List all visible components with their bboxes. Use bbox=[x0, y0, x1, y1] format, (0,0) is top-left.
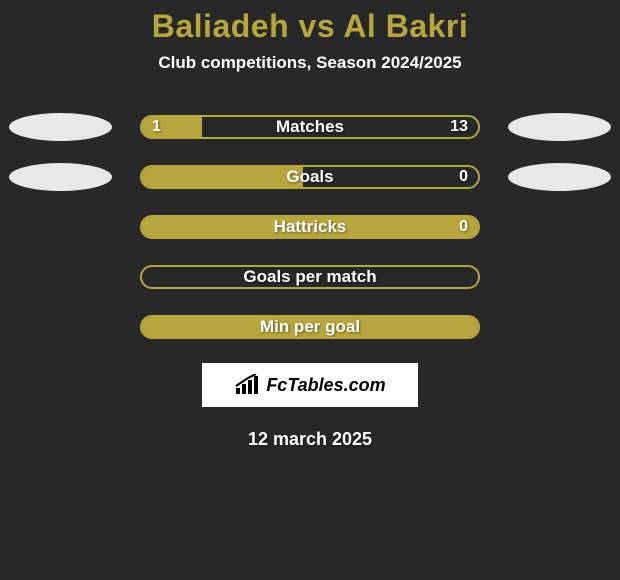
page-subtitle: Club competitions, Season 2024/2025 bbox=[0, 53, 620, 73]
team-ellipse-left bbox=[9, 113, 112, 141]
brand-text: FcTables.com bbox=[266, 375, 385, 396]
team-ellipse-right bbox=[508, 163, 611, 191]
comparison-card: Baliadeh vs Al Bakri Club competitions, … bbox=[0, 0, 620, 450]
page-title: Baliadeh vs Al Bakri bbox=[0, 8, 620, 45]
stat-bar: Min per goal bbox=[140, 315, 480, 339]
team-ellipse-right bbox=[508, 113, 611, 141]
stat-bar: Goals per match bbox=[140, 265, 480, 289]
brand-logo: FcTables.com bbox=[202, 363, 418, 407]
stat-row: 0Hattricks bbox=[0, 213, 620, 241]
stat-label: Matches bbox=[142, 117, 478, 137]
stat-label: Goals bbox=[142, 167, 478, 187]
stat-label: Hattricks bbox=[142, 217, 478, 237]
bar-chart-icon bbox=[234, 374, 260, 396]
footer-date: 12 march 2025 bbox=[0, 429, 620, 450]
stat-bar: 113Matches bbox=[140, 115, 480, 139]
stat-bar: 0Goals bbox=[140, 165, 480, 189]
stats-area: 113Matches 0Goals 0Hattricks Goals per matc… bbox=[0, 113, 620, 341]
stat-row: Goals per match bbox=[0, 263, 620, 291]
stat-row: 0Goals bbox=[0, 163, 620, 191]
stat-label: Goals per match bbox=[142, 267, 478, 287]
stat-bar: 0Hattricks bbox=[140, 215, 480, 239]
team-ellipse-left bbox=[9, 163, 112, 191]
stat-label: Min per goal bbox=[142, 317, 478, 337]
stat-row: Min per goal bbox=[0, 313, 620, 341]
stat-row: 113Matches bbox=[0, 113, 620, 141]
